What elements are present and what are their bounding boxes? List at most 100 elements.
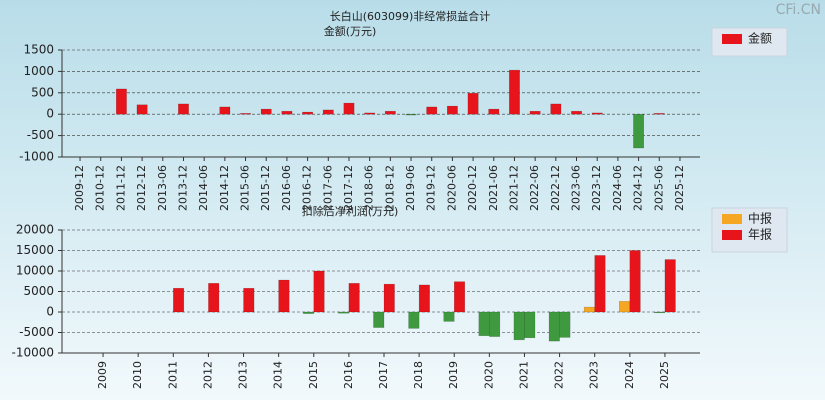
bar xyxy=(478,311,490,337)
bar xyxy=(550,103,562,115)
x-tick-label: 2022-12 xyxy=(549,165,562,211)
x-tick-label: 2018-06 xyxy=(363,165,376,211)
x-tick-label: 2013 xyxy=(237,361,250,389)
x-tick-label: 2017-12 xyxy=(342,165,355,211)
y-tick-label: 5000 xyxy=(23,284,54,298)
x-tick-label: 2013-06 xyxy=(156,165,169,211)
x-tick-label: 2012 xyxy=(201,361,214,389)
bar xyxy=(548,311,560,342)
bar xyxy=(243,287,255,313)
x-tick-label: 2020-06 xyxy=(445,165,458,211)
x-tick-label: 2010-12 xyxy=(94,165,107,211)
bar xyxy=(524,311,536,339)
legend-label: 金额 xyxy=(748,31,772,46)
bar xyxy=(373,311,385,328)
bar xyxy=(426,106,438,115)
x-tick-label: 2012-12 xyxy=(135,165,148,211)
bar xyxy=(260,108,272,115)
x-tick-label: 2017-06 xyxy=(321,165,334,211)
bar xyxy=(408,311,420,329)
x-tick-label: 2018-12 xyxy=(383,165,396,211)
bar xyxy=(405,113,417,116)
bar xyxy=(364,112,376,115)
x-tick-label: 2024 xyxy=(623,361,636,389)
legend-swatch xyxy=(722,214,742,224)
x-tick-label: 2009 xyxy=(96,361,109,389)
x-tick-label: 2019-06 xyxy=(404,165,417,211)
x-tick-label: 2021-12 xyxy=(507,165,520,211)
bar xyxy=(513,311,525,341)
y-tick-label: -500 xyxy=(27,128,54,142)
bar xyxy=(302,111,314,115)
bar xyxy=(313,270,325,313)
bar xyxy=(653,113,665,115)
bar xyxy=(136,104,148,115)
x-tick-label: 2016-06 xyxy=(280,165,293,211)
bar xyxy=(322,109,334,115)
x-tick-label: 2025 xyxy=(658,361,671,389)
bar xyxy=(619,301,631,313)
x-tick-label: 2019 xyxy=(447,361,460,389)
bar xyxy=(240,113,251,115)
y-tick-label: 500 xyxy=(31,85,54,99)
legend-swatch xyxy=(722,34,742,44)
x-tick-label: 2018 xyxy=(412,361,425,389)
x-tick-label: 2025-12 xyxy=(673,165,686,211)
x-tick-label: 2024-12 xyxy=(632,165,645,211)
x-tick-label: 2014-06 xyxy=(197,165,210,211)
bar xyxy=(418,284,430,313)
x-tick-label: 2013-12 xyxy=(176,165,189,211)
bar xyxy=(115,88,127,115)
bar xyxy=(509,69,520,115)
x-tick-label: 2017 xyxy=(377,361,390,389)
chart-title: 长白山(603099)非经常损益合计 xyxy=(330,9,491,23)
bar xyxy=(219,106,231,115)
bar xyxy=(343,102,355,115)
x-tick-label: 2023-12 xyxy=(590,165,603,211)
bar xyxy=(594,255,606,313)
bar xyxy=(629,250,641,313)
x-tick-label: 2020-12 xyxy=(466,165,479,211)
bar xyxy=(571,110,582,115)
bar xyxy=(384,110,396,115)
x-tick-label: 2024-06 xyxy=(611,165,624,211)
x-tick-label: 2022-06 xyxy=(528,165,541,211)
y-tick-label: 1000 xyxy=(23,64,54,78)
x-tick-label: 2011 xyxy=(166,361,179,389)
bar xyxy=(281,110,293,115)
bar xyxy=(583,306,595,313)
x-tick-label: 2014-12 xyxy=(218,165,231,211)
bar xyxy=(446,105,458,115)
x-tick-label: 2010 xyxy=(131,361,144,389)
y-tick-label: 15000 xyxy=(16,243,54,257)
bar xyxy=(178,103,189,115)
y-tick-label: 0 xyxy=(46,107,54,121)
legend-swatch xyxy=(722,230,742,240)
bar xyxy=(278,279,290,313)
x-tick-label: 2021 xyxy=(517,361,530,389)
y-tick-label: 0 xyxy=(46,305,54,319)
bar xyxy=(467,92,479,115)
x-tick-label: 2023 xyxy=(588,361,601,389)
x-tick-label: 2009-12 xyxy=(73,165,86,211)
x-tick-label: 2015-06 xyxy=(239,165,252,211)
x-tick-label: 2015-12 xyxy=(259,165,272,211)
bar xyxy=(529,110,541,115)
y-tick-label: 10000 xyxy=(16,264,54,278)
bar xyxy=(208,283,220,313)
bar xyxy=(348,283,360,313)
bar xyxy=(443,311,455,322)
x-tick-label: 2015 xyxy=(307,361,320,389)
y-axis-label: 金额(万元) xyxy=(324,24,377,38)
x-tick-label: 2019-12 xyxy=(425,165,438,211)
watermark: CFi.CN xyxy=(776,2,821,18)
x-tick-label: 2021-06 xyxy=(487,165,500,211)
bar xyxy=(489,311,501,337)
y-tick-label: -10000 xyxy=(11,346,54,360)
x-tick-label: 2025-06 xyxy=(652,165,665,211)
bar xyxy=(453,281,466,313)
y-tick-label: -5000 xyxy=(19,325,54,339)
x-tick-label: 2022 xyxy=(553,361,566,389)
y-tick-label: 20000 xyxy=(16,223,54,237)
bar xyxy=(559,311,571,338)
